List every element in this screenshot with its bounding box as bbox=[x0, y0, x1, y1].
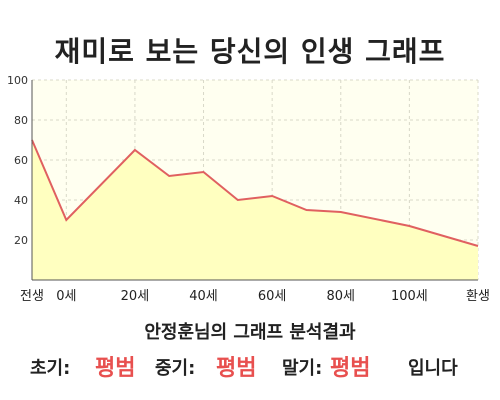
x-tick-label: 80세 bbox=[327, 289, 356, 304]
page-title: 재미로 보는 당신의 인생 그래프 bbox=[54, 35, 446, 68]
life-line bbox=[31, 139, 479, 247]
x-tick-labels: 전생 0세 20세 40세 60세 80세 100세 환생 bbox=[20, 289, 490, 304]
x-tick-label: 환생 bbox=[466, 289, 490, 304]
x-tick-label: 100세 bbox=[391, 289, 428, 304]
y-tick-label: 40 bbox=[14, 194, 28, 207]
x-tick-label: 0세 bbox=[56, 289, 76, 304]
y-tick-labels: 20 40 60 80 100 bbox=[7, 74, 28, 247]
y-tick-label: 60 bbox=[14, 154, 28, 167]
life-area-fill bbox=[32, 140, 478, 280]
late-label: 말기: bbox=[282, 358, 323, 379]
mid-label: 중기: bbox=[155, 358, 196, 379]
analysis-title: 안정훈님의 그래프 분석결과 bbox=[144, 322, 356, 343]
analysis-result: 초기: 평범 중기: 평범 말기: 평범 입니다 bbox=[0, 346, 500, 381]
x-tick-label: 40세 bbox=[189, 289, 218, 304]
x-tick-label: 전생 bbox=[20, 289, 44, 304]
early-label: 초기: bbox=[30, 358, 71, 379]
x-tick-label: 20세 bbox=[121, 289, 150, 304]
mid-value: 평범 bbox=[216, 356, 257, 381]
life-graph-chart: 20 40 60 80 100 전생 0세 20세 40세 60세 80세 100세 환생 bbox=[7, 74, 490, 304]
y-tick-label: 100 bbox=[7, 74, 28, 87]
late-value: 평범 bbox=[330, 356, 371, 381]
y-tick-label: 20 bbox=[14, 234, 28, 247]
result-suffix: 입니다 bbox=[408, 358, 458, 379]
y-tick-label: 80 bbox=[14, 114, 28, 127]
early-value: 평범 bbox=[95, 356, 136, 381]
x-tick-label: 60세 bbox=[258, 289, 287, 304]
